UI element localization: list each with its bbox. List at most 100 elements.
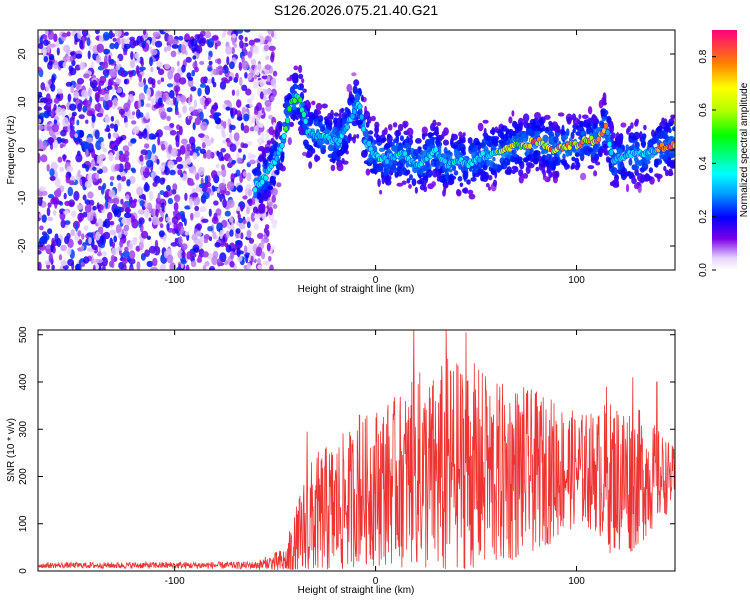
spectrogram-cell — [84, 199, 91, 205]
spectrogram-cell — [271, 194, 277, 203]
spectrogram-cell — [462, 170, 469, 180]
spectrogram-ridge-cell — [301, 111, 307, 118]
spectrogram-cell — [458, 131, 463, 137]
spectrogram-ridge-cell — [303, 118, 309, 125]
spectrogram-cell — [171, 44, 179, 49]
spectrogram-cell — [81, 233, 85, 240]
spectrogram-cell — [642, 133, 647, 140]
spectrogram-cell — [122, 256, 129, 265]
spectrogram-cell — [615, 179, 619, 187]
spectrogram-cell — [236, 247, 241, 258]
spectrogram-cell — [518, 175, 524, 184]
spectrogram-cell — [95, 54, 101, 64]
spectrogram-cell — [539, 127, 544, 133]
spectrogram-cell — [157, 79, 161, 85]
spectrogram-cell — [155, 40, 163, 48]
spectrogram-cell — [178, 236, 183, 246]
spectrogram-cell — [95, 30, 100, 35]
spectrogram-cell — [67, 247, 72, 256]
spectrogram-cell — [580, 172, 587, 181]
spectrogram-cell — [627, 125, 632, 133]
spectrogram-cell — [129, 250, 136, 260]
spectrogram-cell — [60, 219, 66, 228]
spectrogram-cell — [71, 111, 77, 117]
spectrogram-ytick-label: 10 — [17, 96, 28, 108]
spectrogram-cell — [99, 34, 104, 43]
spectrogram-cell — [184, 205, 192, 210]
spectrogram-cell — [242, 154, 246, 161]
spectrogram-cell — [661, 134, 669, 139]
spectrogram-cell — [401, 167, 408, 176]
spectrogram-cell — [182, 105, 188, 114]
spectrogram-cell — [492, 179, 498, 187]
spectrogram-cell — [539, 118, 544, 125]
spectrogram-cell — [293, 65, 299, 71]
spectrogram-cell — [236, 89, 240, 97]
spectrogram-cell — [175, 87, 179, 97]
spectrogram-cell — [237, 148, 242, 153]
spectrogram-cell — [292, 108, 297, 118]
spectrogram-cell — [255, 79, 259, 89]
spectrogram-cell — [422, 144, 428, 150]
spectrogram-cell — [68, 180, 75, 186]
spectrogram-cell — [52, 209, 57, 216]
spectrogram-cell — [39, 112, 47, 118]
spectrogram-cell — [304, 143, 311, 150]
spectrogram-cell — [529, 158, 535, 163]
spectrogram-cell — [514, 166, 519, 173]
spectrogram-cell — [454, 150, 461, 159]
spectrogram-cell — [246, 244, 254, 255]
spectrogram-cell — [572, 117, 580, 126]
spectrogram-cell — [504, 153, 509, 159]
spectrogram-cell — [241, 60, 249, 70]
spectrogram-cell — [40, 47, 48, 56]
spectrogram-cell — [45, 83, 50, 93]
spectrogram-cell — [667, 171, 674, 176]
spectrogram-cell — [129, 39, 137, 49]
spectrogram-cell — [271, 187, 278, 196]
spectrogram-cell — [204, 30, 212, 39]
spectrogram-cell — [491, 127, 496, 136]
spectrogram-cell — [502, 133, 509, 142]
spectrogram-cell — [142, 129, 148, 139]
spectrogram-cell — [431, 168, 438, 178]
spectrogram-ridge-cell — [297, 96, 303, 104]
snr-ytick-label: 300 — [18, 420, 29, 437]
spectrogram-cell — [511, 156, 516, 162]
spectrogram-cell — [157, 136, 161, 146]
spectrogram-cell — [86, 110, 94, 117]
spectrogram-xtick-label: 0 — [373, 275, 379, 286]
spectrogram-cell — [129, 266, 134, 270]
spectrogram-cell — [62, 154, 66, 162]
spectrogram-cell — [138, 209, 143, 215]
spectrogram-cell — [216, 222, 223, 233]
spectrogram-cell — [192, 55, 197, 60]
spectrogram-cell — [238, 61, 243, 71]
spectrogram-ridge-cell — [283, 125, 289, 133]
spectrogram-cell — [243, 113, 250, 122]
spectrogram-cell — [535, 166, 540, 172]
spectrogram-cell — [554, 170, 560, 179]
spectrogram-cell — [128, 257, 136, 265]
spectrogram-cell — [175, 138, 180, 148]
spectrogram-cell — [146, 260, 154, 268]
spectrogram-cell — [64, 200, 71, 206]
spectrogram-cell — [38, 261, 42, 270]
spectrogram-cell — [100, 234, 104, 245]
colorbar-tick-label: 0.2 — [698, 209, 709, 223]
spectrogram-cell — [114, 30, 122, 38]
spectrogram-cell — [153, 104, 161, 109]
spectrogram-cell — [351, 120, 358, 127]
spectrogram-cell — [320, 126, 326, 132]
spectrogram-cell — [225, 190, 231, 196]
spectrogram-cell — [63, 138, 69, 144]
spectrogram-cell — [180, 44, 187, 55]
spectrogram-cell — [488, 140, 493, 147]
spectrogram-xtick-label: -100 — [165, 275, 185, 286]
spectrogram-cell — [186, 143, 191, 152]
spectrogram-cell — [102, 182, 107, 190]
spectrogram-cell — [159, 264, 165, 270]
spectrogram-cell — [269, 175, 275, 184]
spectrogram-cell — [123, 102, 130, 112]
spectrogram-cell — [40, 154, 48, 163]
